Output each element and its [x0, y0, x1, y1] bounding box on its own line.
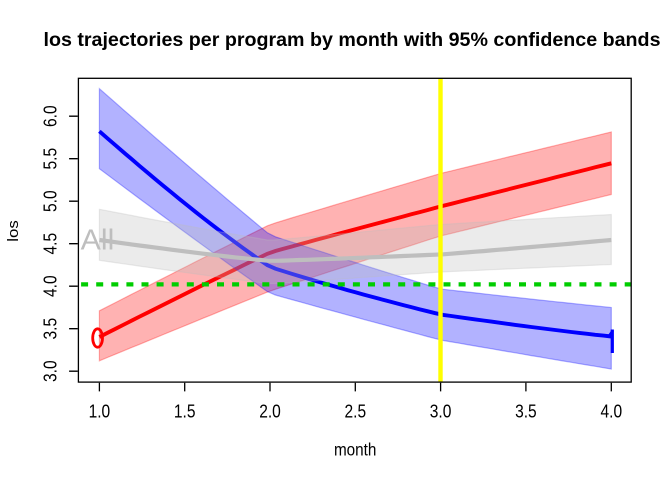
svg-text:1.0: 1.0: [89, 401, 111, 421]
svg-text:los: los: [5, 220, 22, 242]
svg-text:3.0: 3.0: [430, 401, 452, 421]
svg-text:5.5: 5.5: [41, 148, 61, 170]
svg-text:4.0: 4.0: [41, 275, 61, 297]
svg-text:4.5: 4.5: [41, 233, 61, 255]
svg-text:3.0: 3.0: [41, 360, 61, 382]
svg-text:3.5: 3.5: [515, 401, 537, 421]
svg-text:6.0: 6.0: [41, 105, 61, 127]
svg-text:4.0: 4.0: [601, 401, 623, 421]
svg-text:los trajectories per program b: los trajectories per program by month wi…: [44, 29, 661, 51]
svg-text:2.5: 2.5: [345, 401, 367, 421]
svg-text:3.5: 3.5: [41, 318, 61, 340]
svg-text:month: month: [334, 440, 377, 460]
svg-text:2.0: 2.0: [259, 401, 281, 421]
svg-text:1.5: 1.5: [174, 401, 196, 421]
svg-text:5.0: 5.0: [41, 190, 61, 212]
svg-text:All: All: [81, 224, 115, 256]
